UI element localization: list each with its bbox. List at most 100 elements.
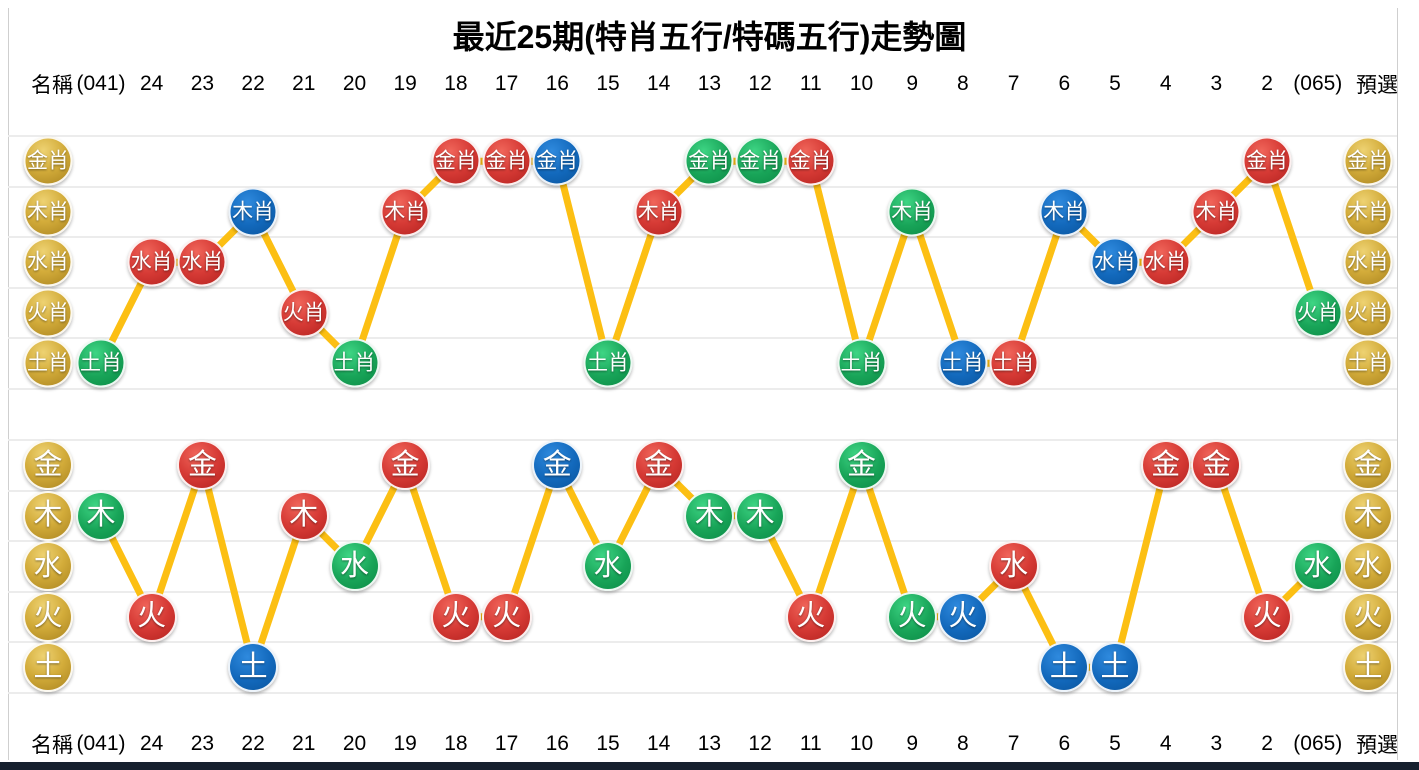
data-point: 火 xyxy=(430,591,481,642)
row-label-right: 木肖 xyxy=(1343,187,1393,237)
data-point: 火肖 xyxy=(279,288,329,338)
data-point: 金肖 xyxy=(735,136,785,186)
gridline xyxy=(8,590,1397,593)
column-footer: 20 xyxy=(342,732,367,755)
column-footer: (065) xyxy=(1293,732,1343,755)
column-footer: 13 xyxy=(697,732,722,755)
row-label-right: 土 xyxy=(1343,642,1393,693)
column-header: 10 xyxy=(849,72,874,95)
column-header: 14 xyxy=(647,72,671,95)
row-label-right: 木 xyxy=(1343,490,1393,541)
gridline xyxy=(8,337,1397,339)
data-point: 金肖 xyxy=(532,136,582,186)
column-header: 8 xyxy=(957,72,969,95)
row-label-left: 水肖 xyxy=(23,237,73,287)
column-header: 13 xyxy=(697,72,722,95)
data-point: 土肖 xyxy=(76,338,126,388)
data-point: 金肖 xyxy=(1242,136,1292,186)
data-point: 木肖 xyxy=(228,187,278,237)
column-footer: 22 xyxy=(241,732,265,755)
column-header: 22 xyxy=(241,72,265,95)
row-label-right: 土肖 xyxy=(1343,338,1393,388)
row-label-right: 金肖 xyxy=(1343,136,1393,186)
gridline xyxy=(8,691,1397,694)
data-point: 金肖 xyxy=(684,136,734,186)
gridline xyxy=(8,286,1397,289)
data-point: 水肖 xyxy=(1141,237,1191,287)
column-footer: 11 xyxy=(799,732,822,755)
column-footer: 7 xyxy=(1007,732,1020,755)
column-header: 21 xyxy=(292,72,316,95)
column-header: 9 xyxy=(906,72,919,95)
data-point: 火 xyxy=(937,591,988,642)
gridline xyxy=(8,387,1397,390)
column-header: 24 xyxy=(140,72,164,95)
column-footer: 8 xyxy=(957,732,969,755)
column-footer: 9 xyxy=(906,732,919,755)
column-header: 5 xyxy=(1109,72,1121,95)
row-label-left: 火肖 xyxy=(23,288,73,338)
data-point: 木 xyxy=(278,490,329,541)
column-header: 18 xyxy=(444,72,468,95)
column-footer: 15 xyxy=(596,732,620,755)
data-point: 土肖 xyxy=(837,338,886,388)
data-point: 土 xyxy=(228,642,279,693)
data-point: 金 xyxy=(177,440,228,491)
data-point: 水 xyxy=(583,541,633,592)
data-point: 土肖 xyxy=(330,338,379,388)
column-header: 4 xyxy=(1159,72,1172,95)
data-point: 金 xyxy=(836,440,887,491)
page-title: 最近25期(特肖五行/特碼五行)走勢圖 xyxy=(452,19,967,55)
column-header: 11 xyxy=(799,72,822,95)
data-point: 金 xyxy=(380,440,431,491)
data-point: 土 xyxy=(1039,642,1090,693)
column-footer: 21 xyxy=(292,732,316,755)
data-point: 木肖 xyxy=(1039,187,1089,237)
data-point: 木肖 xyxy=(380,187,430,237)
data-point: 土肖 xyxy=(989,338,1039,388)
column-header: 6 xyxy=(1058,72,1071,95)
data-point: 水肖 xyxy=(127,237,177,287)
column-footer: 24 xyxy=(140,732,164,755)
column-footer: 6 xyxy=(1058,732,1071,755)
gridline xyxy=(8,135,1397,137)
data-point: 金肖 xyxy=(786,136,836,186)
row-label-left: 木肖 xyxy=(23,187,73,237)
data-point: 水肖 xyxy=(177,237,227,287)
gridline xyxy=(8,236,1397,238)
data-point: 火肖 xyxy=(1293,288,1343,338)
data-point: 火 xyxy=(785,591,836,642)
row-label-left: 火 xyxy=(23,591,73,642)
column-header: 3 xyxy=(1210,72,1223,95)
row-label-left: 土肖 xyxy=(23,338,73,388)
column-header: 17 xyxy=(494,72,519,95)
data-point: 金 xyxy=(1140,440,1191,491)
column-header: 19 xyxy=(393,72,417,95)
column-footer: 14 xyxy=(647,732,671,755)
data-point: 火 xyxy=(481,591,532,642)
gridline xyxy=(8,641,1397,643)
row-label-left: 金 xyxy=(23,440,73,491)
column-footer: 12 xyxy=(748,732,772,755)
data-point: 木肖 xyxy=(634,187,684,237)
column-header: 16 xyxy=(545,72,569,95)
column-footer: 5 xyxy=(1109,732,1121,755)
data-point: 水 xyxy=(329,541,380,592)
data-point: 火 xyxy=(1242,591,1293,642)
column-header: 2 xyxy=(1261,72,1273,95)
data-point: 水肖 xyxy=(1090,237,1140,287)
column-header: (065) xyxy=(1293,72,1343,95)
data-point: 木肖 xyxy=(1191,187,1241,237)
data-point: 金肖 xyxy=(482,136,532,186)
data-point: 金 xyxy=(1191,440,1242,491)
column-header: 名稱 xyxy=(31,74,73,97)
data-point: 土肖 xyxy=(938,338,988,388)
row-label-left: 木 xyxy=(23,490,73,541)
column-header: 20 xyxy=(342,72,367,95)
row-label-right: 金 xyxy=(1343,440,1393,491)
data-point: 木 xyxy=(735,490,786,541)
row-label-left: 土 xyxy=(23,642,73,693)
column-footer: 2 xyxy=(1261,732,1273,755)
gridline xyxy=(8,439,1397,441)
